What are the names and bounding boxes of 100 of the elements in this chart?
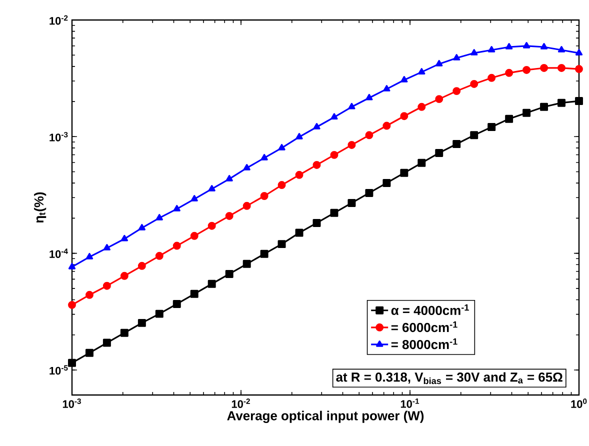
legend-label: = 6000cm$^{-1}$: [391, 321, 458, 332]
point: [558, 98, 566, 107]
point: [120, 272, 128, 280]
point: [540, 102, 548, 111]
point: [540, 43, 548, 50]
point: [190, 290, 198, 298]
point: [225, 270, 234, 278]
point: [68, 262, 76, 270]
point: [365, 188, 374, 197]
annotation: at R = 0.318, V$_{bias}$ = 30V and Z$_{a}$ = 65Ω: [336, 372, 562, 384]
point: [506, 43, 513, 50]
point: [575, 65, 583, 74]
legend-label: = 8000cm$^{-1}$: [391, 338, 458, 350]
x-axis-title: Average optical input power (W): [227, 410, 424, 423]
point: [522, 42, 530, 48]
point: [400, 76, 408, 82]
point: [470, 80, 478, 88]
point: [190, 232, 198, 240]
point: [102, 338, 111, 347]
point: [558, 64, 566, 72]
point: [330, 208, 338, 217]
point: [155, 310, 164, 318]
point: [208, 280, 216, 288]
point: [172, 242, 181, 250]
point: [85, 290, 94, 299]
point: [225, 212, 234, 220]
point: [260, 192, 268, 200]
point: [86, 252, 94, 260]
point: [453, 54, 460, 60]
point: [312, 218, 321, 227]
point: [470, 131, 478, 140]
point: [488, 74, 496, 82]
point: [488, 123, 496, 131]
point: [243, 164, 250, 170]
point: [155, 252, 164, 260]
x-tick-label: 10$^{-1}$: [400, 398, 420, 408]
point: [488, 46, 496, 52]
point: [260, 250, 268, 258]
point: [330, 150, 338, 159]
point: [330, 113, 338, 120]
point: [120, 234, 128, 242]
point: [278, 181, 286, 190]
point: [436, 60, 443, 66]
point: [400, 112, 408, 120]
point: [295, 228, 304, 237]
point: [278, 240, 286, 248]
point: [452, 140, 461, 148]
point: [120, 328, 128, 337]
point: [138, 262, 146, 270]
point: [68, 358, 76, 367]
point: [260, 154, 268, 160]
point: [418, 68, 426, 74]
point: [435, 95, 444, 104]
point: [418, 102, 426, 111]
point: [295, 170, 304, 179]
legend-label: α = 4000cm$^{-1}$: [391, 304, 469, 316]
point: [452, 87, 461, 96]
point: [138, 224, 146, 230]
point: [522, 66, 531, 74]
point: [173, 204, 180, 212]
point: [242, 260, 251, 268]
point: [190, 195, 198, 202]
point: [85, 348, 94, 357]
y-tick-label: 10$^{-2}$: [50, 15, 68, 25]
point: [575, 97, 583, 106]
point: [505, 68, 514, 77]
point: [540, 64, 548, 72]
y-tick-label: 10$^{-4}$: [50, 248, 68, 258]
point: [435, 148, 444, 157]
y-axis-title: η$_{t}$(%): [34, 192, 46, 223]
point: [313, 123, 320, 130]
point: [172, 300, 181, 308]
point: [348, 199, 356, 207]
x-tick-label: 10$^{-3}$: [62, 398, 81, 408]
point: [138, 318, 146, 327]
point: [242, 202, 251, 210]
x-tick-label: 10$^{0}$: [571, 398, 587, 408]
point: [312, 160, 321, 169]
point: [366, 94, 373, 100]
point: [365, 131, 374, 140]
point: [505, 114, 514, 123]
point: [382, 178, 391, 187]
point: [383, 85, 390, 92]
y-tick-label: 10$^{-3}$: [50, 132, 68, 142]
point: [208, 222, 216, 230]
y-tick-label: 10$^{-5}$: [50, 365, 68, 375]
point: [296, 132, 303, 140]
point: [103, 244, 111, 250]
point: [348, 140, 356, 149]
point: [558, 46, 566, 52]
point: [156, 214, 163, 220]
point: [522, 108, 531, 117]
point: [226, 174, 233, 182]
point: [575, 49, 583, 56]
x-tick-label: 10$^{-2}$: [232, 398, 250, 408]
point: [68, 300, 76, 309]
point: [400, 168, 408, 177]
point: [208, 184, 216, 192]
point: [278, 144, 286, 150]
point: [382, 122, 391, 130]
